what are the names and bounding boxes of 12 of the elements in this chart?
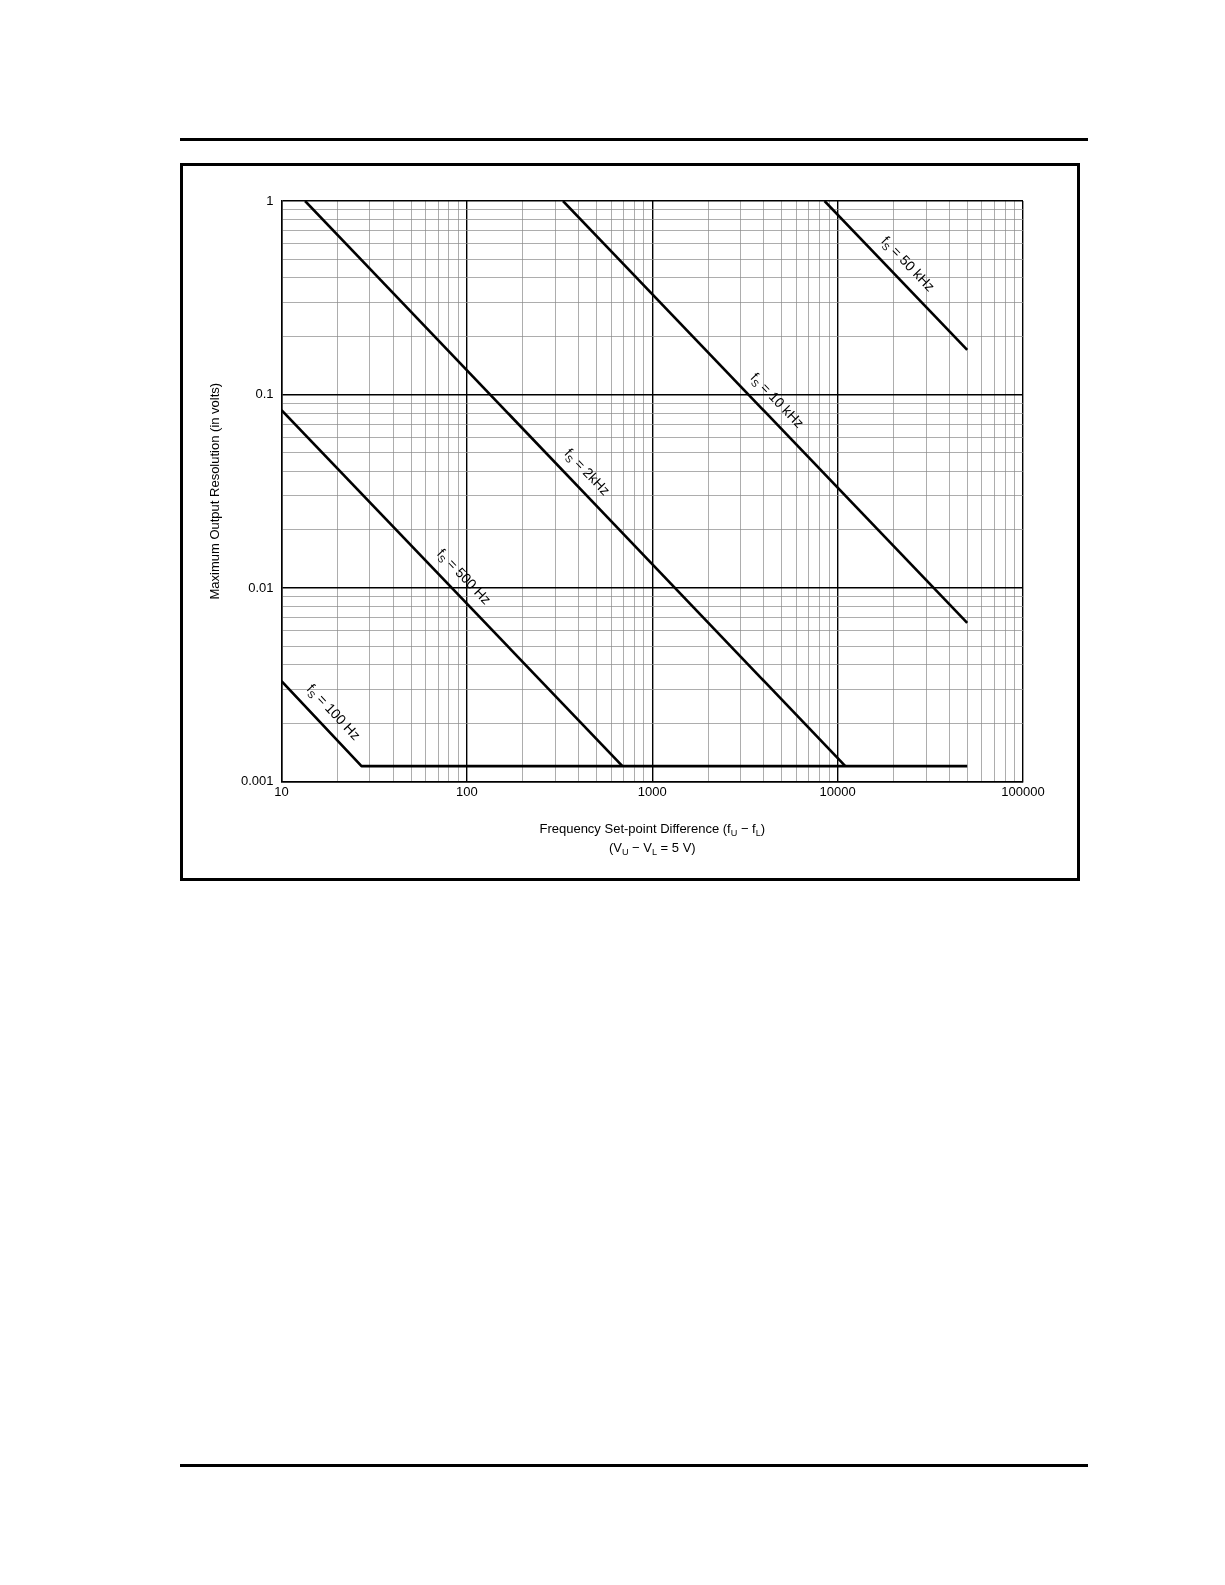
- text: fS = 100 Hz: [303, 680, 365, 744]
- x-tick-label: 10: [274, 783, 289, 799]
- y-tick-label: 0.001: [240, 772, 274, 788]
- x-tick-label: 100000: [1001, 783, 1045, 799]
- y-tick-label: 0.1: [255, 386, 274, 402]
- y-tick-label: 1: [266, 192, 274, 208]
- x-tick-label: 100: [456, 783, 478, 799]
- x-tick-label: 1000: [637, 783, 667, 799]
- x-tick-label: 10000: [819, 783, 856, 799]
- y-axis-title: Maximum Output Resolution (in volts): [207, 382, 223, 600]
- text: fS = 10 kHz: [747, 369, 808, 431]
- y-tick-label: 0.01: [248, 579, 274, 595]
